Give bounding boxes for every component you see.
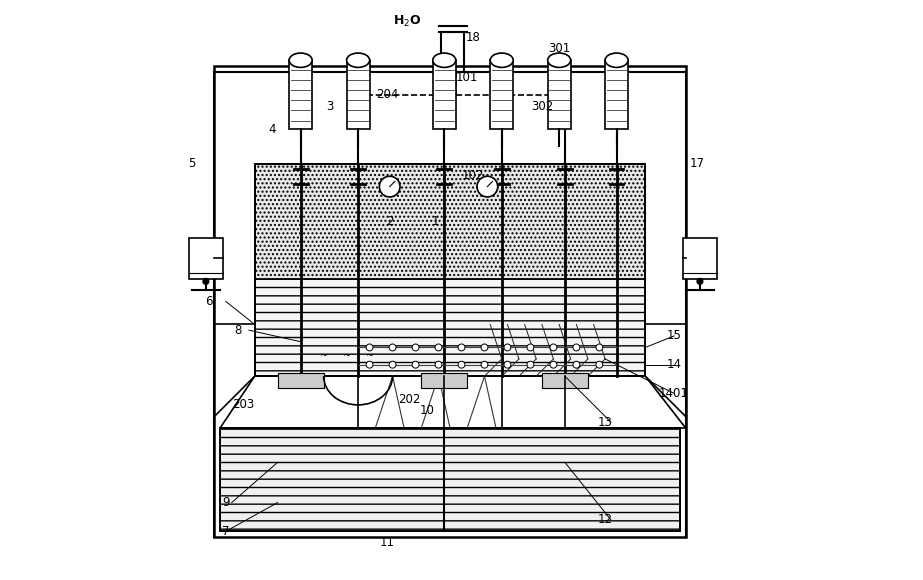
Text: 1: 1: [432, 215, 439, 227]
Circle shape: [435, 344, 442, 351]
Bar: [441, 31, 464, 72]
Circle shape: [390, 344, 396, 351]
Text: 1401: 1401: [659, 387, 689, 400]
Text: 9: 9: [222, 496, 230, 509]
Circle shape: [596, 344, 603, 351]
Text: 204: 204: [376, 88, 398, 101]
Circle shape: [412, 361, 419, 368]
Text: 17: 17: [689, 157, 704, 170]
Text: 7: 7: [222, 525, 230, 538]
Bar: [221, 428, 679, 531]
Text: ~: ~: [342, 351, 351, 361]
Bar: [542, 374, 588, 387]
Bar: [278, 374, 324, 387]
Bar: [347, 60, 369, 129]
Text: ~: ~: [366, 351, 374, 361]
Bar: [255, 164, 645, 376]
Bar: [188, 238, 223, 278]
Bar: [605, 60, 628, 129]
Circle shape: [527, 361, 533, 368]
Circle shape: [477, 176, 497, 197]
Circle shape: [458, 344, 465, 351]
Circle shape: [481, 344, 488, 351]
Text: 3: 3: [326, 100, 333, 113]
Ellipse shape: [347, 53, 369, 67]
Circle shape: [573, 361, 580, 368]
Text: 14: 14: [666, 358, 681, 371]
Circle shape: [504, 344, 511, 351]
Text: 4: 4: [269, 122, 276, 136]
Text: 12: 12: [597, 513, 613, 526]
Text: 202: 202: [399, 393, 421, 405]
Text: 18: 18: [465, 31, 481, 44]
Bar: [255, 164, 645, 278]
Ellipse shape: [289, 53, 312, 67]
Circle shape: [458, 361, 465, 368]
Circle shape: [390, 361, 396, 368]
Text: 6: 6: [205, 295, 212, 308]
Bar: [547, 60, 570, 129]
Bar: [433, 60, 456, 129]
Text: 8: 8: [234, 324, 241, 337]
Circle shape: [379, 176, 400, 197]
Text: 13: 13: [598, 416, 613, 429]
Text: 102: 102: [462, 169, 485, 182]
Text: 15: 15: [666, 329, 681, 342]
Circle shape: [596, 361, 603, 368]
Text: 101: 101: [456, 71, 478, 84]
Text: 2: 2: [386, 215, 393, 227]
Text: 5: 5: [187, 157, 195, 170]
Bar: [255, 278, 645, 376]
Circle shape: [527, 344, 533, 351]
Bar: [214, 66, 686, 537]
Bar: [683, 238, 717, 278]
Text: 10: 10: [420, 404, 435, 417]
Circle shape: [550, 344, 557, 351]
Ellipse shape: [605, 53, 628, 67]
Circle shape: [504, 361, 511, 368]
Circle shape: [203, 278, 209, 284]
Ellipse shape: [547, 53, 570, 67]
Text: 302: 302: [531, 100, 553, 113]
Circle shape: [412, 344, 419, 351]
Circle shape: [366, 344, 373, 351]
Bar: [490, 60, 513, 129]
Circle shape: [366, 361, 373, 368]
Circle shape: [697, 278, 702, 284]
Ellipse shape: [433, 53, 456, 67]
Circle shape: [435, 361, 442, 368]
Text: 203: 203: [232, 398, 255, 411]
Bar: [421, 374, 467, 387]
Text: ~: ~: [319, 351, 328, 361]
Bar: [289, 60, 312, 129]
Text: 301: 301: [548, 42, 570, 55]
Circle shape: [550, 361, 557, 368]
Circle shape: [573, 344, 580, 351]
Text: 11: 11: [379, 536, 394, 549]
Ellipse shape: [490, 53, 513, 67]
Circle shape: [481, 361, 488, 368]
Bar: [221, 428, 679, 531]
Text: H$_2$O: H$_2$O: [393, 13, 421, 28]
